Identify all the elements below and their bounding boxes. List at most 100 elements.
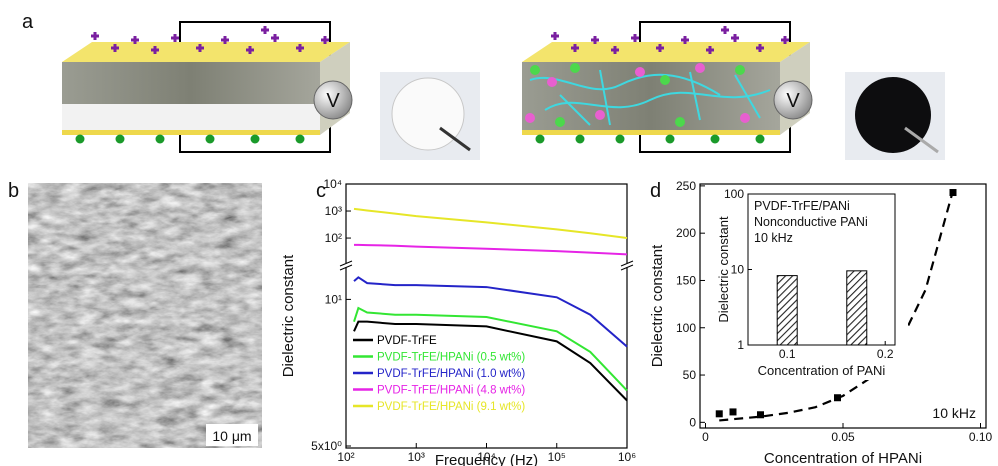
- charge: [171, 34, 179, 42]
- charge: [706, 46, 714, 54]
- voltmeter-label: V: [786, 90, 800, 112]
- series-line: [353, 320, 628, 402]
- particle: [735, 65, 745, 75]
- particle: [555, 117, 565, 127]
- x-tick-label: 10⁵: [548, 450, 566, 464]
- legend-label: PVDF-TrFE/HPANi (4.8 wt%): [377, 385, 525, 397]
- tweezer: [904, 126, 939, 154]
- axis-break: [342, 263, 350, 267]
- voltmeter: [313, 80, 353, 120]
- sem-texture: [28, 183, 262, 448]
- charge: [611, 46, 619, 54]
- charge: [321, 36, 329, 44]
- electron: [615, 134, 625, 144]
- charge: [296, 44, 304, 52]
- particle: [695, 63, 705, 73]
- electrode: [522, 130, 780, 135]
- charge: [681, 36, 689, 44]
- bar: [846, 270, 868, 346]
- y-axis-label: Dielectric constant: [649, 244, 666, 367]
- bar: [776, 275, 798, 346]
- fibers: [529, 69, 771, 126]
- x-axis-label: Frequency (Hz): [435, 452, 538, 466]
- electron: [205, 134, 215, 144]
- panel-label: d: [650, 180, 661, 202]
- electron: [250, 134, 260, 144]
- y-tick-label: 10¹: [325, 292, 342, 306]
- top-face: [62, 42, 350, 62]
- fit-curve: [719, 190, 955, 422]
- particle: [675, 117, 685, 127]
- charge: [781, 36, 789, 44]
- series-line: [354, 243, 628, 256]
- particle: [635, 67, 645, 77]
- y-tick-label: 10³: [325, 204, 342, 218]
- particle: [525, 113, 535, 123]
- chart-d: 0 0.05 0.10 0 50 100 150 200 250 Concentration of…: [649, 179, 993, 466]
- charge: [111, 44, 119, 52]
- charge: [246, 46, 254, 54]
- x-axis-label: Concentration of HPANi: [764, 450, 922, 466]
- series-line: [353, 306, 628, 392]
- particle: [660, 75, 670, 85]
- sem-image: 10 μm: [28, 183, 262, 448]
- x-tick-label: 10⁶: [618, 450, 636, 464]
- panel-label: b: [8, 180, 19, 202]
- charge: [571, 44, 579, 52]
- electron: [155, 134, 165, 144]
- legend-label: PVDF-TrFE/HPANi (1.0 wt%): [377, 368, 525, 380]
- x-tick-label: 0.10: [969, 430, 993, 444]
- charge: [271, 34, 279, 42]
- y-axis-label: Dielectric constant: [280, 254, 297, 377]
- inset-text: Nonconductive PANi: [754, 215, 868, 229]
- x-axis-label: Concentration of PANi: [758, 363, 886, 378]
- voltmeter: [773, 80, 813, 120]
- data-point: [757, 411, 764, 419]
- y-axis-label: Dielectric constant: [716, 216, 731, 323]
- charge: [131, 36, 139, 44]
- electron: [535, 134, 545, 144]
- charge: [731, 34, 739, 42]
- data-point: [729, 408, 737, 416]
- chart-c: 10² 10³ 10⁴ 10⁵ 10⁶5x10⁰10¹10²10³10⁴Frequenc…: [280, 177, 636, 466]
- y-tick-label: 150: [676, 273, 696, 287]
- data-point: [834, 394, 841, 402]
- annotation: 10 kHz: [932, 405, 976, 421]
- y-tick-label: 100: [724, 187, 744, 201]
- particle: [570, 63, 580, 73]
- particle: [547, 77, 557, 87]
- x-tick-label: 0: [702, 430, 709, 444]
- electron: [75, 134, 85, 144]
- top-face: [522, 42, 810, 62]
- tweezer: [439, 126, 471, 152]
- x-tick-label: 0.05: [831, 430, 855, 444]
- scale-bar-label: 10 μm: [212, 428, 251, 444]
- electron: [710, 134, 720, 144]
- y-tick-label: 250: [676, 179, 696, 193]
- charge: [591, 36, 599, 44]
- axis-break-mark: [339, 260, 634, 271]
- charge: [631, 34, 639, 42]
- series-line: [353, 276, 628, 348]
- film-black: [855, 77, 931, 153]
- x-tick-label: 10²: [337, 450, 354, 464]
- y-tick-label: 10: [731, 263, 745, 277]
- particle: [740, 113, 750, 123]
- electron: [295, 134, 305, 144]
- x-tick-label: 0.2: [877, 347, 894, 361]
- substrate: [62, 104, 320, 130]
- electron: [115, 134, 125, 144]
- axis-break: [623, 263, 631, 267]
- x-tick-label: 10⁴: [477, 450, 496, 464]
- electron: [755, 134, 765, 144]
- panel-label: c: [316, 180, 326, 202]
- charge: [656, 44, 664, 52]
- x-tick-label: 0.1: [779, 347, 796, 361]
- y-tick-label: 200: [676, 226, 696, 240]
- electrode: [62, 130, 320, 135]
- electron: [575, 134, 585, 144]
- charge: [196, 44, 204, 52]
- y-tick-label: 0: [689, 415, 696, 429]
